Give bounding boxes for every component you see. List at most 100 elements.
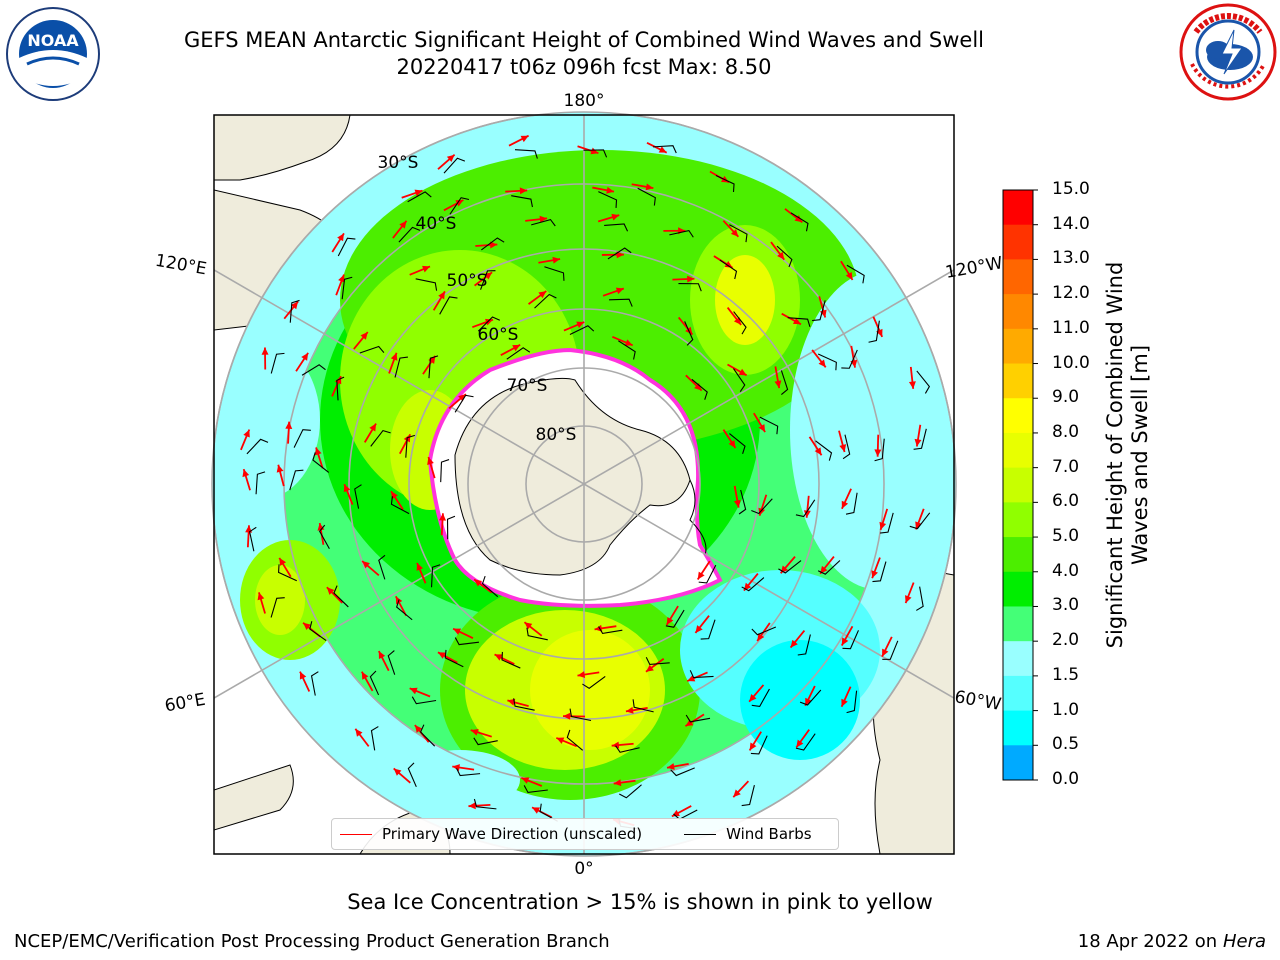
wind-barb [780,370,789,395]
wave-direction-arrowhead [276,464,284,473]
wind-barb [454,394,474,413]
wave-direction-arrowhead [361,671,369,680]
wave-direction-arrowhead [378,651,386,660]
wave-direction-arrowhead [624,339,633,346]
colorbar-segment [1003,294,1033,330]
wind-barb [531,218,556,227]
wave-direction-arrowhead [343,484,351,493]
wave-direction-arrowhead [301,352,309,361]
wave-direction-arrowhead [606,186,614,194]
wave-direction-arrowhead [625,706,634,714]
wave-direction-arrowhead [738,368,747,376]
wave-direction-arrowhead [355,728,363,737]
wind-barb [868,320,880,343]
wind-barb [842,434,851,460]
wind-barb [278,564,297,582]
wave-direction-arrowhead [474,579,483,587]
wave-direction-arrowhead [489,241,498,249]
lat-label-70s: 70°S [507,376,548,396]
wind-barb [569,708,592,722]
wind-barb [289,299,300,323]
wind-barb [544,266,565,281]
colorbar-tick-label: 12.0 [1052,283,1090,304]
wave-direction-arrowhead [257,592,265,601]
wind-barb [446,515,456,540]
wave-direction-arrowhead [362,561,370,569]
wind-barb [415,278,438,291]
lat-label-30s: 30°S [378,153,419,173]
wave-direction-arrowhead [694,383,702,391]
wave-direction-arrowhead [576,321,585,329]
wind-barb [301,364,326,376]
wind-barb [341,276,353,300]
wind-barb [430,564,441,588]
wave-direction-arrowhead [494,654,503,661]
wave-direction-arrowhead [876,328,883,337]
wave-direction-arrowhead [757,633,765,641]
wind-barb [817,560,841,575]
wind-barb [477,316,501,332]
wind-barb [841,349,858,369]
chart-subtitle: 20220417 t06z 096h fcst Max: 8.50 [396,55,772,79]
wind-barb [778,560,802,574]
wind-barb [582,675,606,689]
wind-barb [846,264,865,284]
wave-direction-arrowhead [243,429,250,438]
wave-direction-arrowhead [819,309,827,318]
wave-direction-arrowhead [556,737,565,744]
wind-barb [882,640,899,660]
wind-barb [501,651,521,669]
wave-direction-arrowhead [337,233,344,242]
wind-barb [815,440,833,461]
wave-direction-arrowhead [758,424,766,433]
wind-barb [318,524,330,549]
colorbar-segment [1003,467,1033,503]
polar-boundary [211,111,957,857]
footer-date-text: 18 Apr 2022 on [1077,931,1223,952]
wind-barb [439,296,458,315]
colorbar-tick-label: 7.0 [1052,456,1080,477]
lon-label-120e: 120°E [154,251,208,280]
wind-barb [407,191,432,203]
wind-barb [619,784,642,799]
colorbar-tick-label: 5.0 [1052,526,1080,547]
wind-barb [419,724,436,747]
wind-barb [481,237,505,251]
sea-ice-note: Sea Ice Concentration > 15% is shown in … [347,890,933,914]
wave-direction-arrowhead [538,291,547,299]
wind-barb [637,187,656,206]
wave-direction-arrowhead [879,521,887,530]
wind-barb [795,733,816,751]
wave-direction-arrowhead [524,622,533,630]
wind-barb [270,597,285,618]
wave-direction-arrowhead [285,421,293,430]
wave-direction-arrowhead [577,671,586,678]
legend-wind-barbs-label: Wind Barbs [726,825,812,843]
wave-direction-arrowhead [613,779,622,787]
wind-barb [337,237,356,257]
wind-barb [733,368,746,392]
wave-direction-arrowhead [724,260,733,268]
wave-direction-arrows [240,134,925,827]
wind-barb [443,157,466,174]
wave-direction-arrowhead [749,742,757,751]
colorbar-title: Significant Height of Combined Wind Wave… [1103,261,1152,649]
lon-label-0: 0° [574,859,593,879]
wind-barb [481,575,499,598]
wave-direction-arrowhead [667,763,675,770]
wave-direction-arrowhead [338,274,345,283]
wave-direction-arrowhead [539,215,548,223]
wind-barb [751,498,773,515]
wave-direction-arrowhead [777,251,785,260]
wave-direction-arrowhead [409,687,418,695]
wind-barb [741,577,765,592]
colorbar-segment [1003,190,1033,226]
noaa-logo: NOAA [5,6,101,102]
wave-direction-arrowhead [299,671,307,680]
colorbar [1002,189,1038,781]
land-australia [214,115,351,181]
wind-barb [913,428,927,450]
wind-barb [776,245,793,268]
wave-direction-arrowhead [814,447,822,456]
wind-barb [842,630,859,650]
